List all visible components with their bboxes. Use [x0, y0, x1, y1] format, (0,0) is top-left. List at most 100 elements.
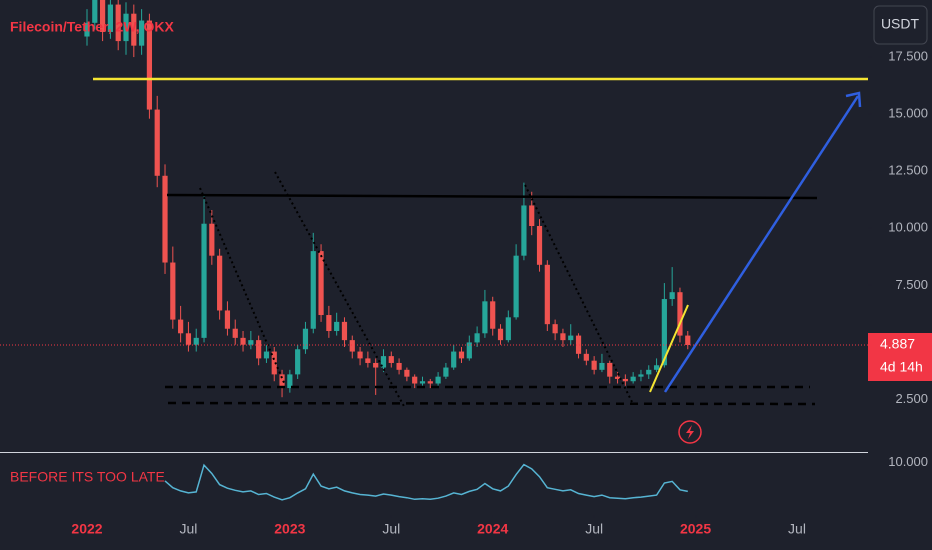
- candle-body: [575, 335, 582, 354]
- candle-body: [568, 335, 574, 341]
- candle-body: [396, 362, 402, 370]
- candle-body: [591, 360, 597, 370]
- currency-button-label[interactable]: USDT: [881, 16, 920, 32]
- candles: [84, 0, 691, 398]
- candle-body: [302, 328, 309, 350]
- y-tick-label: 7.500: [895, 277, 928, 292]
- arrow-head: [845, 91, 862, 108]
- x-tick-label: Jul: [585, 521, 603, 537]
- candle-body: [185, 333, 192, 345]
- candle-body: [92, 0, 98, 23]
- candle-body: [388, 356, 394, 363]
- candle-body: [599, 362, 605, 370]
- candle-body: [349, 340, 355, 352]
- candle-body: [146, 20, 153, 110]
- candle-body: [607, 362, 613, 377]
- price-label: 4.887: [880, 336, 915, 352]
- indicator-pane: [164, 463, 688, 501]
- candle-body: [178, 319, 184, 334]
- candle-body: [630, 376, 636, 382]
- price-label-box: [868, 333, 932, 382]
- y-tick-label: 15.000: [888, 106, 928, 121]
- x-tick-label: 2024: [477, 521, 508, 537]
- candle-body: [99, 0, 106, 32]
- candle-body: [310, 251, 316, 329]
- candle-body: [107, 4, 114, 32]
- candle-body: [497, 328, 504, 341]
- candle-body: [380, 356, 387, 368]
- indicator-name: BEFORE ITS TOO LATE: [10, 469, 165, 485]
- candle-body: [466, 342, 472, 359]
- x-tick-label: 2022: [71, 521, 102, 537]
- indicator-line: [164, 463, 688, 501]
- indicator-tick-label: 10.000: [888, 454, 928, 469]
- candle-body: [334, 321, 340, 332]
- candle-body: [115, 4, 121, 42]
- candle-body: [162, 175, 168, 263]
- candle-body: [256, 340, 262, 359]
- event-icon: [678, 420, 702, 444]
- candle-body: [357, 351, 363, 359]
- candle-body: [513, 255, 519, 318]
- price-countdown: 4d 14h: [880, 359, 923, 375]
- candle-body: [123, 13, 129, 42]
- x-tick-label: 2023: [274, 521, 305, 537]
- candle-body: [404, 369, 410, 377]
- candle-body: [552, 324, 558, 334]
- candle-body: [646, 369, 652, 375]
- candle-body: [458, 351, 465, 359]
- candle-body: [365, 358, 371, 363]
- y-tick-label: 12.500: [888, 163, 928, 178]
- candle-body: [529, 205, 535, 226]
- candle-body: [84, 22, 90, 37]
- candle-body: [560, 333, 566, 341]
- candle-body: [412, 376, 418, 384]
- breakout-line: [649, 304, 689, 393]
- candle-body: [232, 328, 238, 338]
- range-top-line: [166, 193, 818, 200]
- y-tick-label: 2.500: [895, 391, 928, 406]
- candle-body: [131, 13, 137, 46]
- candle-body: [263, 351, 270, 359]
- chart-title: Filecoin/Tether, 2W, OKX: [10, 19, 175, 35]
- candle-body: [536, 226, 543, 265]
- candle-body: [139, 20, 145, 46]
- candle-body: [341, 321, 348, 341]
- candle-body: [653, 365, 660, 370]
- candle-body: [373, 362, 379, 368]
- candle-body: [279, 374, 285, 389]
- x-tick-label: Jul: [788, 521, 806, 537]
- candle-body: [614, 376, 621, 379]
- candle-body: [638, 374, 644, 377]
- projection-arrow: [663, 95, 860, 393]
- candle-body: [419, 381, 426, 384]
- candle-body: [677, 292, 683, 336]
- candle-body: [661, 299, 667, 366]
- candle-body: [443, 367, 449, 377]
- currency-button[interactable]: [873, 5, 928, 45]
- candle-body: [170, 262, 176, 320]
- candle-body: [622, 378, 628, 382]
- candle-body: [217, 255, 223, 311]
- candle-body: [451, 351, 457, 368]
- candle-body: [201, 223, 207, 338]
- candle-body: [326, 315, 332, 332]
- candle-body: [295, 349, 301, 375]
- candle-body: [435, 376, 441, 384]
- candle-body: [521, 205, 527, 256]
- candle-body: [583, 353, 589, 361]
- candle-body: [248, 340, 254, 345]
- candle-body: [271, 351, 277, 375]
- candle-body: [482, 301, 488, 334]
- event-icon-bolt: [686, 425, 694, 439]
- candle-body: [287, 374, 293, 389]
- candle-body: [685, 335, 691, 346]
- candle-body: [193, 337, 199, 345]
- y-tick-label: 17.500: [888, 49, 928, 64]
- candle-body: [669, 292, 675, 300]
- x-tick-label: 2025: [680, 521, 711, 537]
- candle-body: [224, 310, 231, 329]
